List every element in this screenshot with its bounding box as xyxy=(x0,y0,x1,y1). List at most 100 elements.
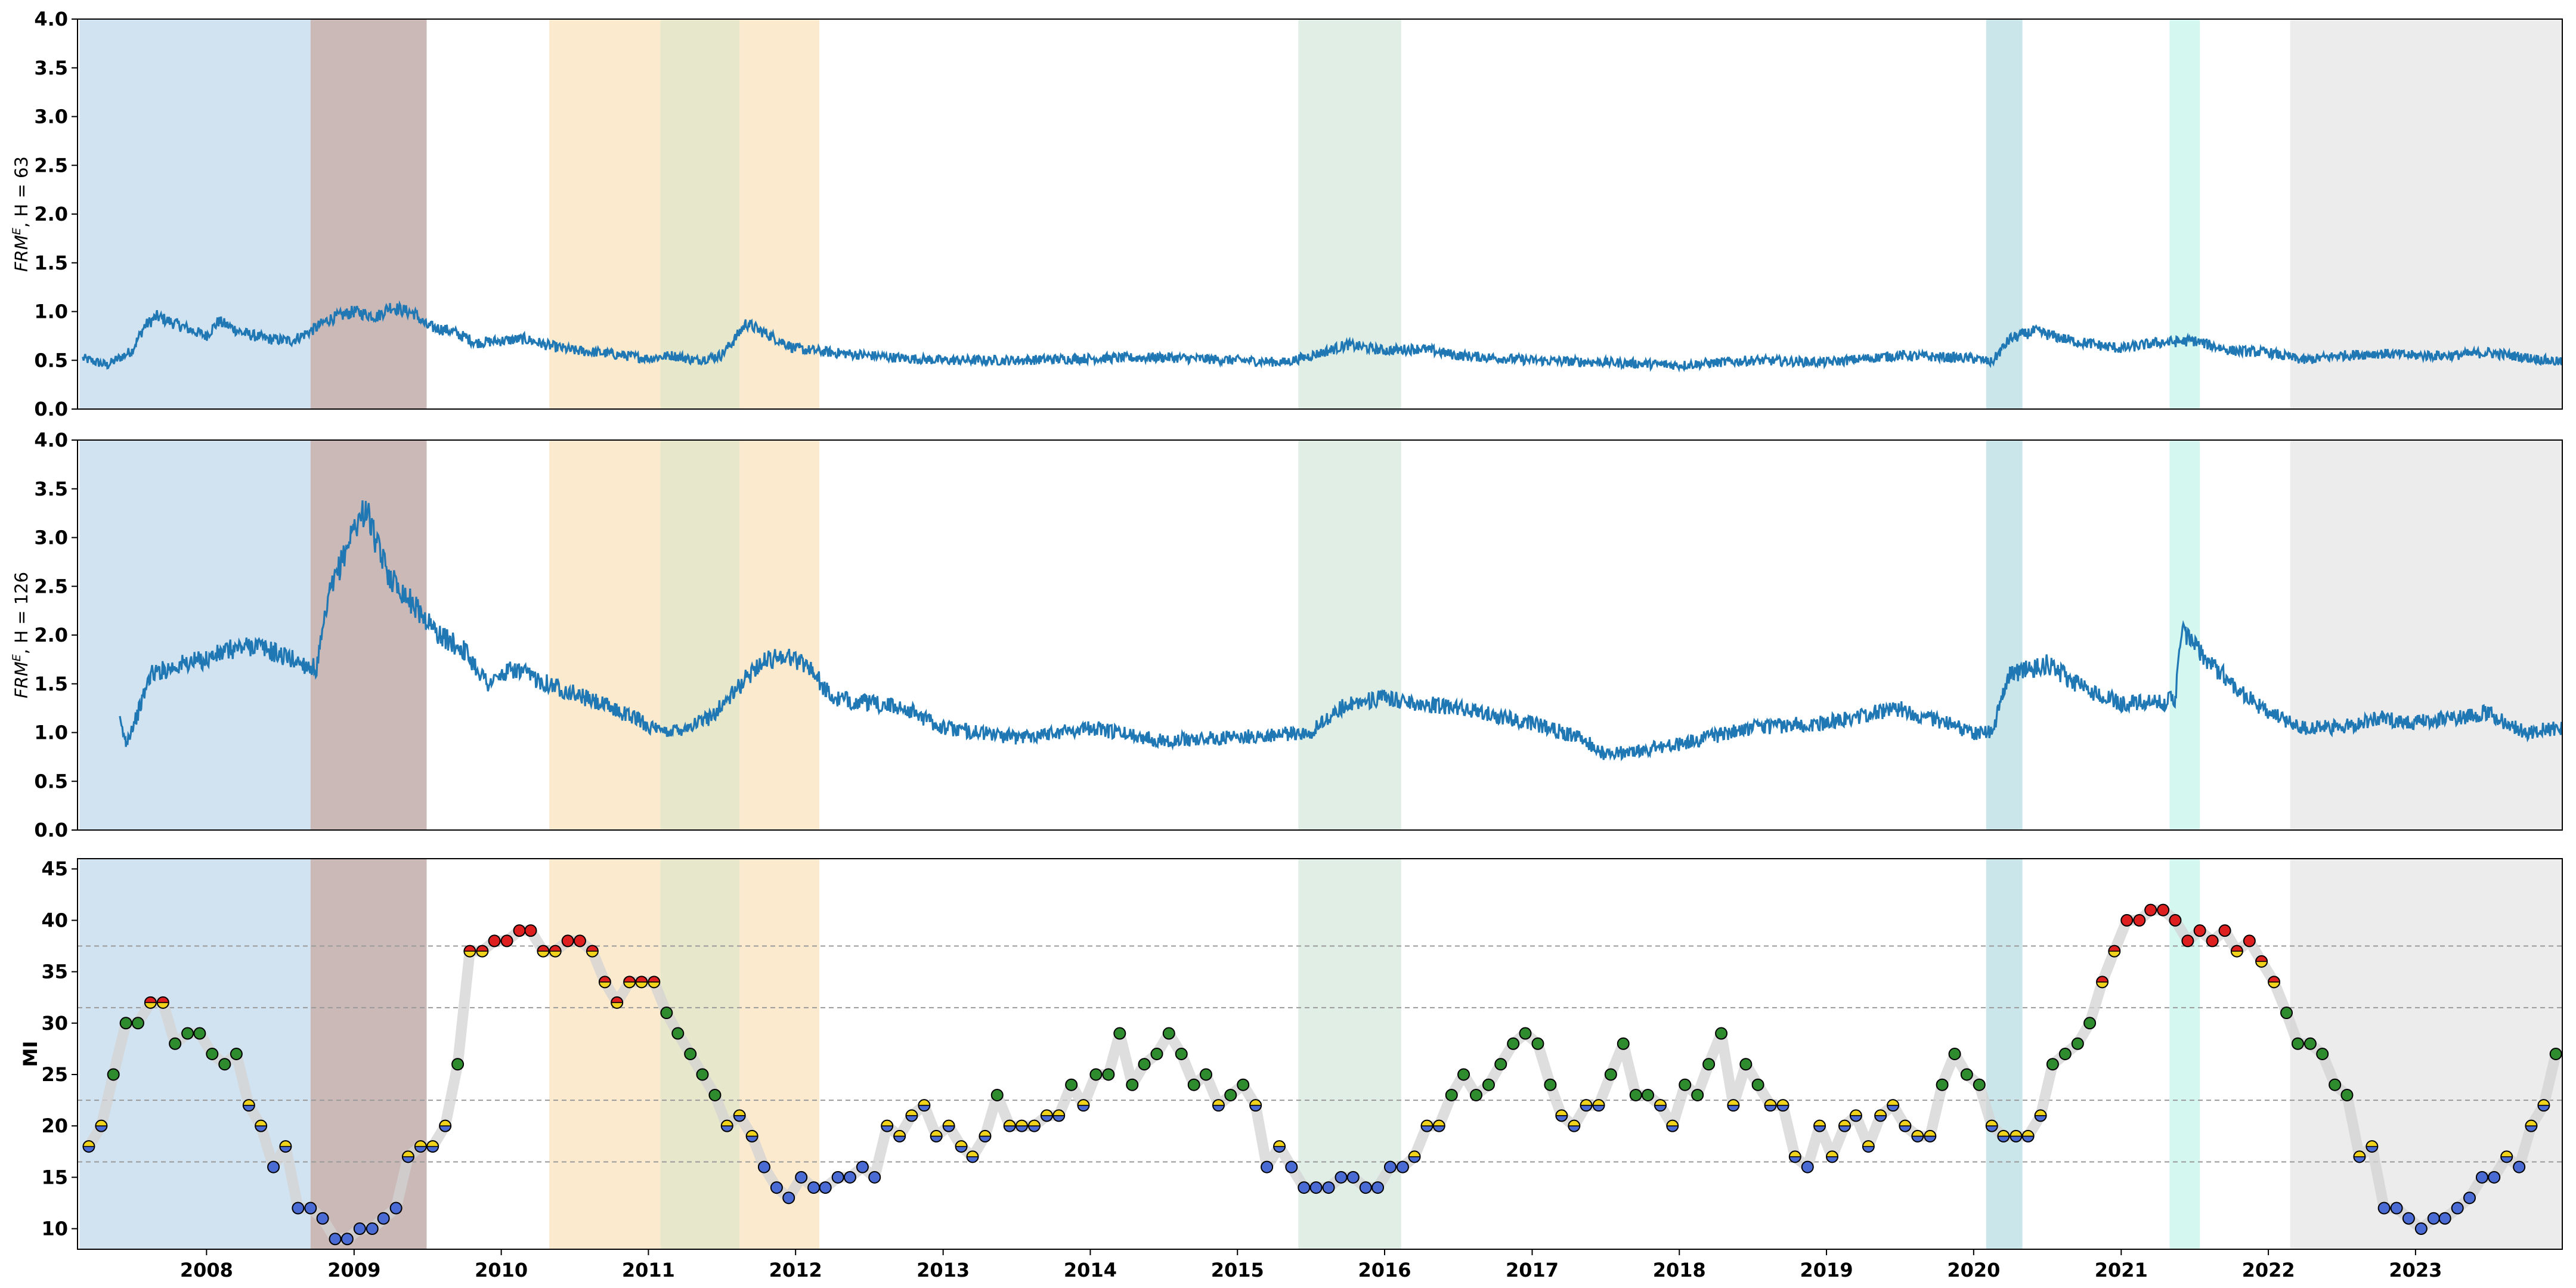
y-tick-label: 3.5 xyxy=(34,478,68,500)
mi-point xyxy=(1874,1109,1887,1122)
mi-point xyxy=(316,1212,329,1225)
y-tick-label: 1.5 xyxy=(34,673,68,695)
mi-point xyxy=(1175,1048,1188,1060)
mi-point xyxy=(1702,1058,1716,1071)
x-tick-label: 2023 xyxy=(2389,1259,2442,1281)
y-tick-label: 1.0 xyxy=(34,722,68,744)
x-tick-label: 2019 xyxy=(1800,1259,1853,1281)
mi-point xyxy=(1089,1068,1103,1081)
x-tick-label: 2011 xyxy=(622,1259,675,1281)
mi-point xyxy=(770,1181,783,1194)
mi-point xyxy=(2034,1109,2047,1122)
mi-point xyxy=(1052,1109,1066,1122)
panel-1: 0.0 0.5 1.0 1.5 2.0 2.5 3.0 3.5 4.0 FRME, H = 63 xyxy=(10,8,2563,420)
mi-point xyxy=(2133,914,2146,927)
mi-point xyxy=(500,934,513,948)
mi-point xyxy=(671,1027,685,1040)
y-tick-label: 1.5 xyxy=(34,252,68,274)
mi-point xyxy=(757,1160,770,1174)
series-line-1 xyxy=(82,300,2562,373)
y-tick-label: 3.5 xyxy=(34,57,68,79)
mi-point xyxy=(1580,1099,1593,1112)
mi-point xyxy=(1273,1140,1286,1153)
y-axis-label-tail: , H = 126 xyxy=(11,572,32,654)
mi-point xyxy=(1322,1181,1335,1194)
mi-point xyxy=(831,1171,844,1184)
mi-point xyxy=(1555,1109,1568,1122)
y-tick-label: 0.5 xyxy=(34,770,68,792)
mi-point xyxy=(2218,924,2231,937)
axes-frame xyxy=(77,439,2563,831)
mi-point xyxy=(2303,1037,2317,1050)
mi-point xyxy=(1335,1171,1348,1184)
mi-point xyxy=(1494,1058,1507,1071)
mi-point xyxy=(1801,1160,1814,1174)
x-tick-label: 2018 xyxy=(1653,1259,1706,1281)
mi-point xyxy=(439,1119,452,1132)
y-tick-label: 2.0 xyxy=(34,624,68,646)
mi-point xyxy=(1408,1150,1421,1163)
mi-point xyxy=(843,1171,856,1184)
mi-point xyxy=(561,934,574,948)
mi-point xyxy=(267,1160,280,1174)
shaded-period-6 xyxy=(1298,440,1401,830)
mi-point xyxy=(2488,1171,2501,1184)
mi-point xyxy=(2366,1140,2379,1153)
x-tick-label: 2009 xyxy=(327,1259,380,1281)
mi-point xyxy=(2157,903,2170,917)
shaded-period-1 xyxy=(79,19,311,409)
mi-point xyxy=(2390,1202,2403,1215)
mi-point xyxy=(476,945,489,958)
mi-point xyxy=(2010,1129,2023,1143)
mi-point xyxy=(1371,1181,1385,1194)
mi-point xyxy=(181,1027,194,1040)
mi-point xyxy=(107,1068,120,1081)
shaded-period-9 xyxy=(2290,440,2562,830)
y-axis-label: FRME, H = 126 xyxy=(10,572,32,698)
mi-point xyxy=(2120,914,2134,927)
mi-point xyxy=(1654,1099,1667,1112)
mi-point xyxy=(1776,1099,1789,1112)
mi-point xyxy=(537,945,550,958)
mi-point xyxy=(1751,1078,1764,1091)
mi-point xyxy=(1507,1037,1520,1050)
mi-point xyxy=(1604,1068,1617,1081)
mi-point xyxy=(1015,1119,1029,1132)
mi-point xyxy=(242,1099,255,1112)
mi-point xyxy=(82,1140,95,1153)
mi-point xyxy=(1936,1078,1949,1091)
y-tick-label: 2.5 xyxy=(34,154,68,177)
y-tick-label: 10 xyxy=(41,1218,68,1240)
mi-point xyxy=(1346,1171,1360,1184)
shaded-period-2 xyxy=(310,859,427,1249)
x-tick-label: 2014 xyxy=(1064,1259,1117,1281)
y-axis-label: FRME, H = 63 xyxy=(10,156,32,272)
mi-point xyxy=(2169,914,2182,927)
panel-3: 10 15 20 25 30 35 40 45 MI xyxy=(19,857,2563,1250)
mi-point xyxy=(1642,1088,1655,1101)
mi-point xyxy=(2291,1037,2304,1050)
mi-point xyxy=(279,1140,292,1153)
mi-point xyxy=(1298,1181,1311,1194)
y-tick-label: 1.0 xyxy=(34,301,68,323)
mi-point xyxy=(366,1222,379,1236)
y-tick-label: 4.0 xyxy=(34,429,68,451)
mi-point xyxy=(918,1099,931,1112)
mi-point xyxy=(1432,1119,1445,1132)
mi-point xyxy=(2451,1202,2464,1215)
mi-point xyxy=(1249,1099,1262,1112)
mi-point xyxy=(1960,1068,1973,1081)
mi-point xyxy=(218,1058,231,1071)
shaded-period-4 xyxy=(660,859,740,1249)
mi-point xyxy=(2537,1099,2550,1112)
mi-point xyxy=(144,996,157,1009)
y-tick-label: 4.0 xyxy=(34,8,68,30)
mi-point xyxy=(401,1150,414,1163)
mi-point xyxy=(782,1191,795,1205)
mi-point xyxy=(2058,1048,2072,1060)
mi-point xyxy=(2329,1078,2342,1091)
mi-point xyxy=(1224,1088,1237,1101)
mi-point xyxy=(119,1017,132,1030)
mi-point xyxy=(1948,1048,1961,1060)
x-tick-label: 2015 xyxy=(1211,1259,1264,1281)
